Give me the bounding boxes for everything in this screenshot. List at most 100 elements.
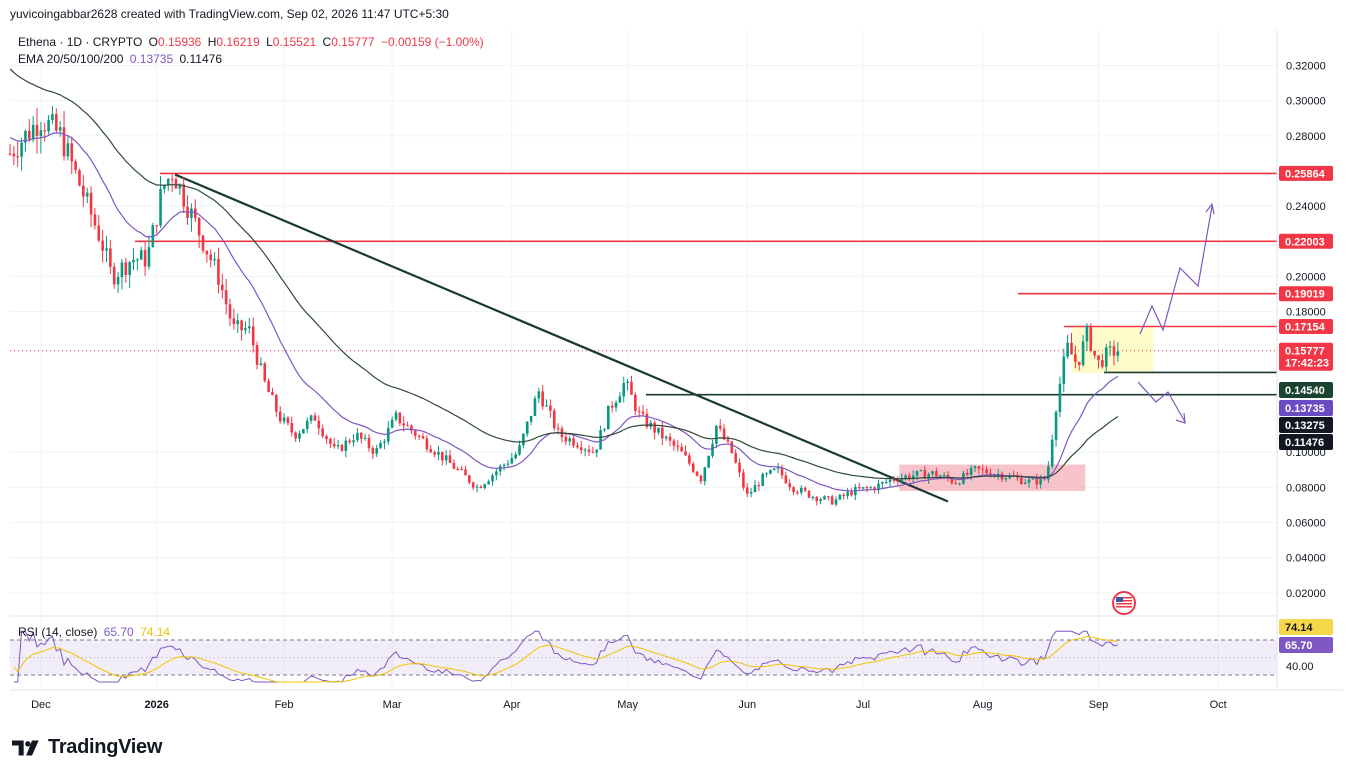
candle-body xyxy=(31,124,35,140)
candle-body xyxy=(857,487,861,489)
candle-body xyxy=(923,470,927,479)
candle-body xyxy=(28,131,31,140)
candle-body xyxy=(124,262,128,275)
candle-body xyxy=(20,142,23,157)
candle-body xyxy=(248,326,251,329)
candle-body xyxy=(965,472,969,476)
candle-body xyxy=(232,318,236,325)
grid xyxy=(10,30,1277,690)
candle-body xyxy=(155,225,158,227)
candle-body xyxy=(869,487,873,489)
candle-body xyxy=(896,480,900,482)
time-tick-label: May xyxy=(617,699,638,711)
ema-value-fast: 0.13735 xyxy=(129,52,174,66)
candle-body xyxy=(607,405,610,430)
candle-body xyxy=(479,486,483,488)
tag-support-4: 0.11476 xyxy=(1285,437,1324,449)
candle-body xyxy=(78,170,81,186)
candle-body xyxy=(74,161,77,171)
candle-body xyxy=(1089,325,1093,351)
trend-lines[interactable] xyxy=(174,173,949,503)
candle-body xyxy=(278,411,282,422)
candle-body xyxy=(190,208,193,218)
candle-body xyxy=(468,475,471,483)
candle-body xyxy=(1054,412,1058,440)
price-axis[interactable]: 0.32000 0.30000 0.28000 0.24000 0.20000 0.180… xyxy=(1276,30,1326,690)
candle-body xyxy=(749,492,753,494)
candle-body xyxy=(792,487,795,493)
candle-body xyxy=(1016,476,1019,478)
candle-body xyxy=(552,410,556,429)
candle-body xyxy=(329,438,332,444)
candle-body xyxy=(240,320,243,331)
candle-body xyxy=(182,184,185,207)
bullish-projection xyxy=(1139,205,1213,335)
candle-body xyxy=(1108,346,1112,348)
tag-resistance-2-bg xyxy=(1279,233,1333,249)
candle-body xyxy=(973,466,977,468)
projection-arrows[interactable] xyxy=(1137,202,1215,424)
candle-body xyxy=(352,440,355,443)
us-flag-icon[interactable] xyxy=(1112,591,1136,615)
candle-body xyxy=(838,494,842,500)
time-tick-label: Jun xyxy=(738,699,756,711)
candle-body xyxy=(661,427,664,439)
candle-body xyxy=(591,451,595,453)
candle-body xyxy=(911,475,915,479)
candle-body xyxy=(62,127,66,157)
candle-body xyxy=(209,254,213,261)
tag-resistance-1: 0.25864 xyxy=(1285,168,1326,180)
candle-body xyxy=(58,127,62,131)
candle-body xyxy=(900,478,903,482)
tag-resistance-1-bg xyxy=(1279,165,1333,181)
low-label: L xyxy=(266,35,273,49)
candle-body xyxy=(761,473,764,486)
candle-body xyxy=(904,475,907,479)
candle-body xyxy=(699,475,703,482)
tag-support-3: 0.13275 xyxy=(1285,420,1325,432)
candle-body xyxy=(842,494,846,496)
candle-body xyxy=(491,475,494,482)
tag-rsi-ma-bg xyxy=(1279,619,1333,635)
tag-support-bg xyxy=(1279,417,1333,433)
candle-body xyxy=(969,467,973,476)
candle-body xyxy=(1097,355,1100,361)
candle-body xyxy=(626,381,629,383)
candle-body xyxy=(618,396,622,403)
candle-body xyxy=(657,427,660,433)
tag-resistance-2: 0.22003 xyxy=(1285,236,1325,248)
time-axis[interactable]: Dec 2026 Feb Mar Apr May Jun Jul Aug Sep Oct xyxy=(10,689,1343,711)
candle-body xyxy=(734,453,737,463)
candle-body xyxy=(518,445,521,455)
candle-body xyxy=(800,487,803,493)
rsi-pane[interactable]: 40.00 xyxy=(10,615,1314,683)
candle-body xyxy=(533,398,537,416)
candle-body xyxy=(1039,477,1042,485)
candle-body xyxy=(498,466,502,472)
candle-body xyxy=(1047,466,1050,480)
tag-resistance-4: 0.17154 xyxy=(1285,322,1326,334)
candle-body xyxy=(587,449,591,452)
candle-body xyxy=(35,124,39,136)
candle-body xyxy=(147,247,151,267)
candle-body xyxy=(1066,342,1069,357)
candle-body xyxy=(1050,439,1054,467)
candle-body xyxy=(595,449,599,453)
candle-body xyxy=(348,440,351,443)
horizontal-levels[interactable] xyxy=(10,172,1277,396)
candle-body xyxy=(645,413,649,427)
change-value: −0.00159 (−1.00%) xyxy=(380,35,484,49)
candle-body xyxy=(877,483,880,491)
tradingview-brand[interactable]: TradingView xyxy=(12,736,162,759)
candle-body xyxy=(985,469,988,474)
flag-stripe xyxy=(1116,597,1132,599)
candle-body xyxy=(433,452,436,455)
candle-body xyxy=(502,464,506,467)
candle-body xyxy=(85,192,89,197)
candle-body xyxy=(259,363,263,365)
price-tick-label: 0.10000 xyxy=(1286,447,1326,459)
candle-body xyxy=(1023,482,1027,484)
time-tick-label: Mar xyxy=(383,699,402,711)
candle-body xyxy=(398,412,402,424)
